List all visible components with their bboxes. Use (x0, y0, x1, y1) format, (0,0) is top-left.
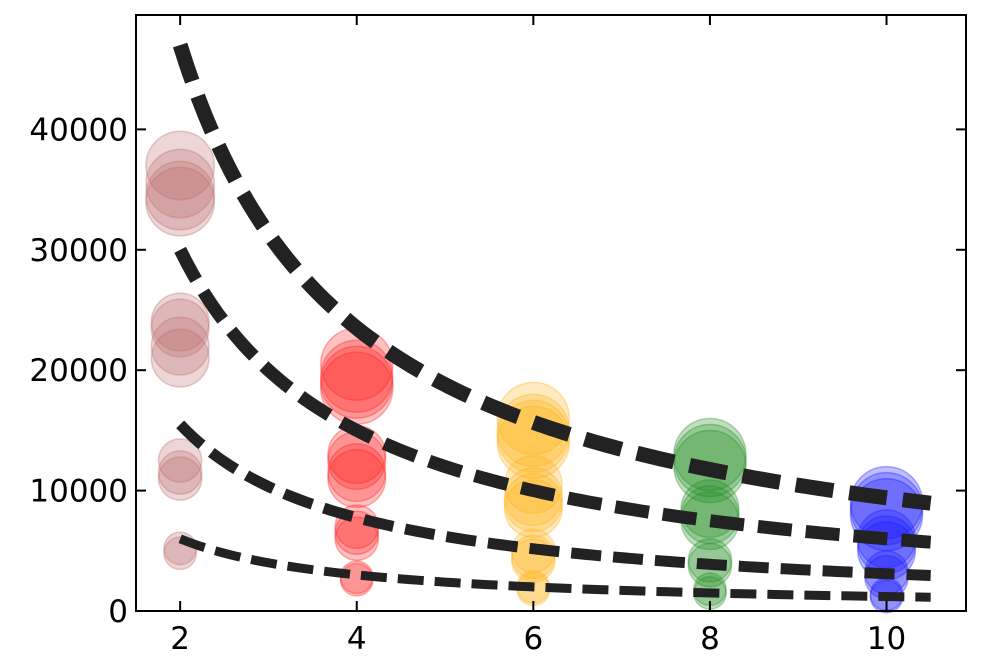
bubble-series-2 (496, 381, 571, 607)
x-tick-label: 10 (867, 621, 906, 657)
bubble-point (145, 160, 216, 231)
bubble-series-0 (145, 130, 216, 571)
bubble-point (319, 351, 394, 426)
bubble-point (145, 166, 216, 237)
x-tick-label: 4 (347, 621, 367, 657)
y-tick-label: 10000 (29, 474, 128, 510)
bubble-point (157, 450, 203, 495)
bubble-point (150, 292, 210, 352)
bubble-point (327, 442, 387, 503)
y-tick-labels: 0 10000 20000 30000 40000 (29, 112, 128, 630)
bubble-point (319, 345, 394, 419)
bubble-point (150, 298, 210, 358)
y-tick-label: 0 (108, 594, 128, 630)
bubble-point (145, 130, 216, 201)
fit-curve-1 (174, 246, 932, 549)
bubble-point (150, 328, 210, 388)
bubble-point (327, 449, 387, 509)
fit-curve-2 (176, 420, 931, 581)
y-tick-label: 40000 (29, 112, 128, 148)
x-tick-label: 2 (170, 621, 190, 657)
bubble-series-1 (319, 327, 394, 597)
bubble-point (145, 148, 216, 219)
bubble-point (157, 456, 203, 501)
bubble-point (157, 438, 203, 483)
fit-curves-layer (173, 42, 932, 602)
x-tick-label: 8 (700, 621, 720, 657)
x-tick-label: 6 (523, 621, 543, 657)
fit-curve-3 (178, 534, 931, 602)
bubble-point (150, 316, 210, 376)
y-tick-label: 30000 (29, 233, 128, 269)
fit-curve-0 (173, 42, 932, 511)
x-tick-labels: 2 4 6 8 10 (170, 621, 906, 657)
ticks-layer (136, 15, 966, 612)
plot-frame (135, 14, 967, 612)
bubble-point (334, 516, 380, 562)
bubble-point (319, 339, 394, 413)
y-tick-label: 20000 (29, 353, 128, 389)
